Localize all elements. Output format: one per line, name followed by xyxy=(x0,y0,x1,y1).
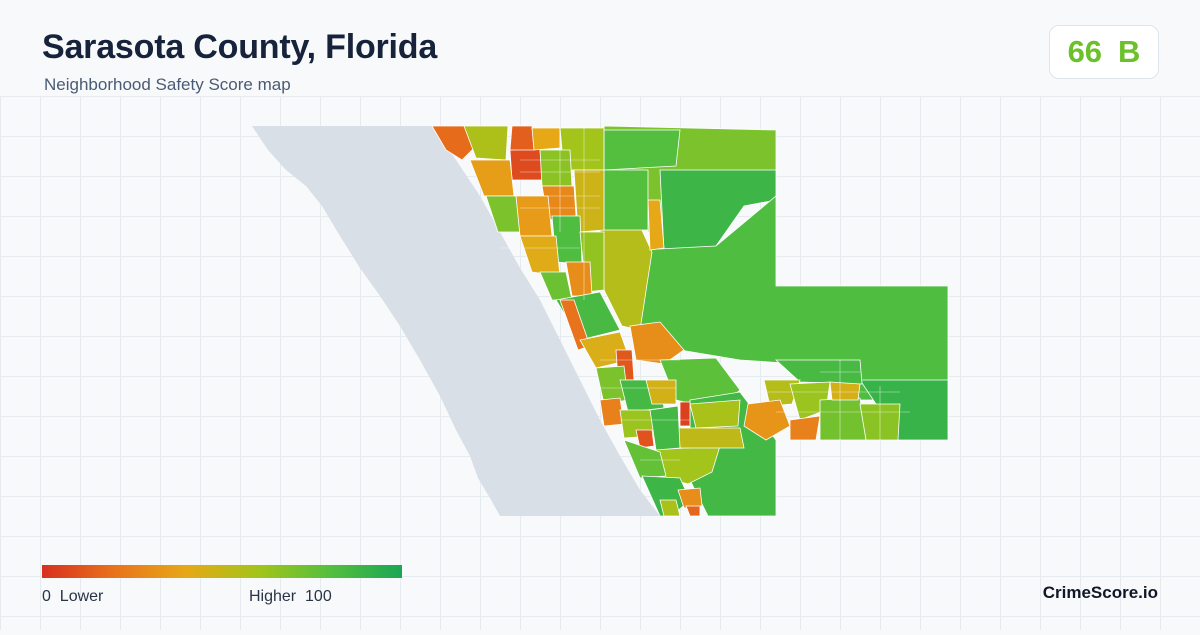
map-region xyxy=(743,399,791,441)
legend-max-value: 100 xyxy=(305,588,332,605)
legend-max-word: Higher xyxy=(249,588,297,605)
map-region xyxy=(649,405,681,451)
gulf-water xyxy=(252,126,660,516)
map-region xyxy=(509,125,535,151)
map-region xyxy=(531,127,561,151)
map-region xyxy=(603,129,681,171)
safety-score-grade: B xyxy=(1118,34,1141,69)
legend-min-value: 0 xyxy=(42,588,51,605)
safety-score-value: 66 xyxy=(1067,34,1103,69)
map-region xyxy=(469,159,515,197)
map-regions xyxy=(431,125,949,517)
region-borders xyxy=(500,128,910,461)
map-region xyxy=(647,199,665,251)
map-region xyxy=(463,125,509,161)
legend-max-group: Higher 100 xyxy=(249,588,332,606)
map-region xyxy=(509,147,543,181)
map-region xyxy=(789,415,821,441)
page-title: Sarasota County, Florida xyxy=(42,28,438,66)
map-region xyxy=(829,381,861,401)
map-region xyxy=(515,195,553,237)
legend-min-group: 0 Lower xyxy=(42,588,103,606)
map-region xyxy=(539,149,573,187)
map-region xyxy=(635,429,655,449)
safety-score-badge: 66 B xyxy=(1049,25,1159,79)
legend-min-word: Lower xyxy=(59,588,104,605)
page-subtitle: Neighborhood Safety Score map xyxy=(44,75,291,94)
map-region xyxy=(573,169,605,233)
map-region xyxy=(679,401,691,427)
map-region xyxy=(603,169,649,231)
map-region xyxy=(519,235,561,277)
map-region xyxy=(677,427,745,449)
map-region xyxy=(689,399,741,429)
map-region xyxy=(685,505,701,517)
map-region xyxy=(645,379,677,405)
map-region xyxy=(623,439,667,479)
map-region xyxy=(629,321,685,365)
map-region xyxy=(677,487,703,509)
map-region xyxy=(431,125,477,161)
map-region xyxy=(774,359,863,385)
map-region xyxy=(659,499,681,517)
map-region xyxy=(819,397,867,441)
brand-logo-text[interactable]: CrimeScore.io xyxy=(1042,583,1158,602)
map-region xyxy=(539,271,573,301)
legend-gradient-bar xyxy=(42,565,402,578)
map-region xyxy=(641,475,691,517)
